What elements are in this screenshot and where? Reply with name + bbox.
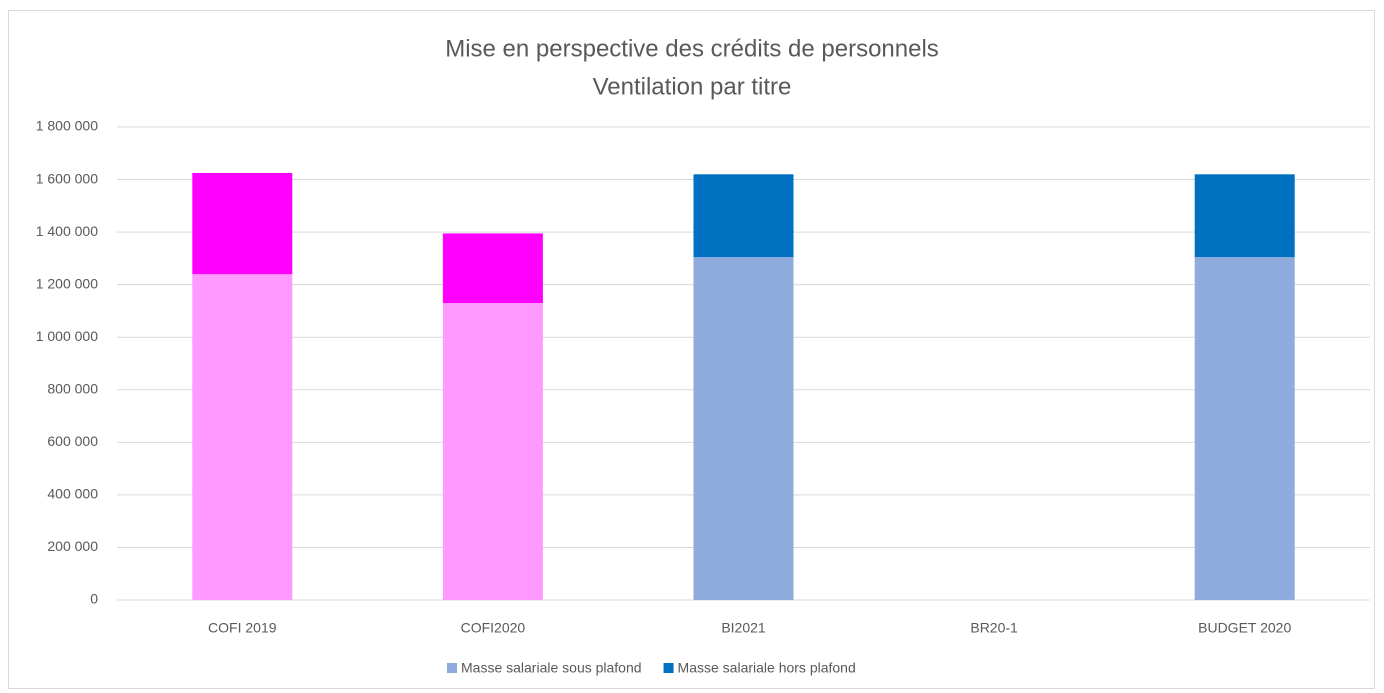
y-tick-label: 800 000 (47, 380, 98, 396)
bar-segment (442, 233, 543, 304)
y-tick-label: 1 200 000 (36, 275, 98, 291)
x-tick-label: BUDGET 2020 (1198, 620, 1291, 636)
legend-label: Masse salariale sous plafond (461, 660, 642, 676)
x-tick-label: COFI 2019 (208, 620, 277, 636)
legend-label: Masse salariale hors plafond (678, 660, 856, 676)
y-tick-label: 1 800 000 (36, 118, 98, 134)
y-tick-label: 400 000 (47, 486, 98, 502)
y-tick-label: 1 600 000 (36, 170, 98, 186)
x-tick-label: BI2021 (721, 620, 766, 636)
y-tick-label: 600 000 (47, 433, 98, 449)
bar-segment (693, 174, 794, 258)
y-tick-label: 0 (90, 591, 98, 607)
x-tick-label: BR20-1 (970, 620, 1018, 636)
y-tick-label: 1 400 000 (36, 223, 98, 239)
bar-segment (442, 303, 543, 600)
y-tick-label: 1 000 000 (36, 328, 98, 344)
bar-segment (1194, 174, 1295, 258)
y-tick-label: 200 000 (47, 538, 98, 554)
chart-title: Mise en perspective des crédits de perso… (445, 35, 939, 62)
bar-segment (693, 257, 794, 600)
x-tick-label: COFI2020 (461, 620, 526, 636)
legend-swatch (663, 663, 674, 673)
legend-swatch (447, 663, 457, 673)
bar-segment (192, 172, 293, 275)
bar-segment (1194, 257, 1295, 600)
bar-segment (192, 274, 293, 600)
chart-subtitle: Ventilation par titre (593, 73, 792, 100)
